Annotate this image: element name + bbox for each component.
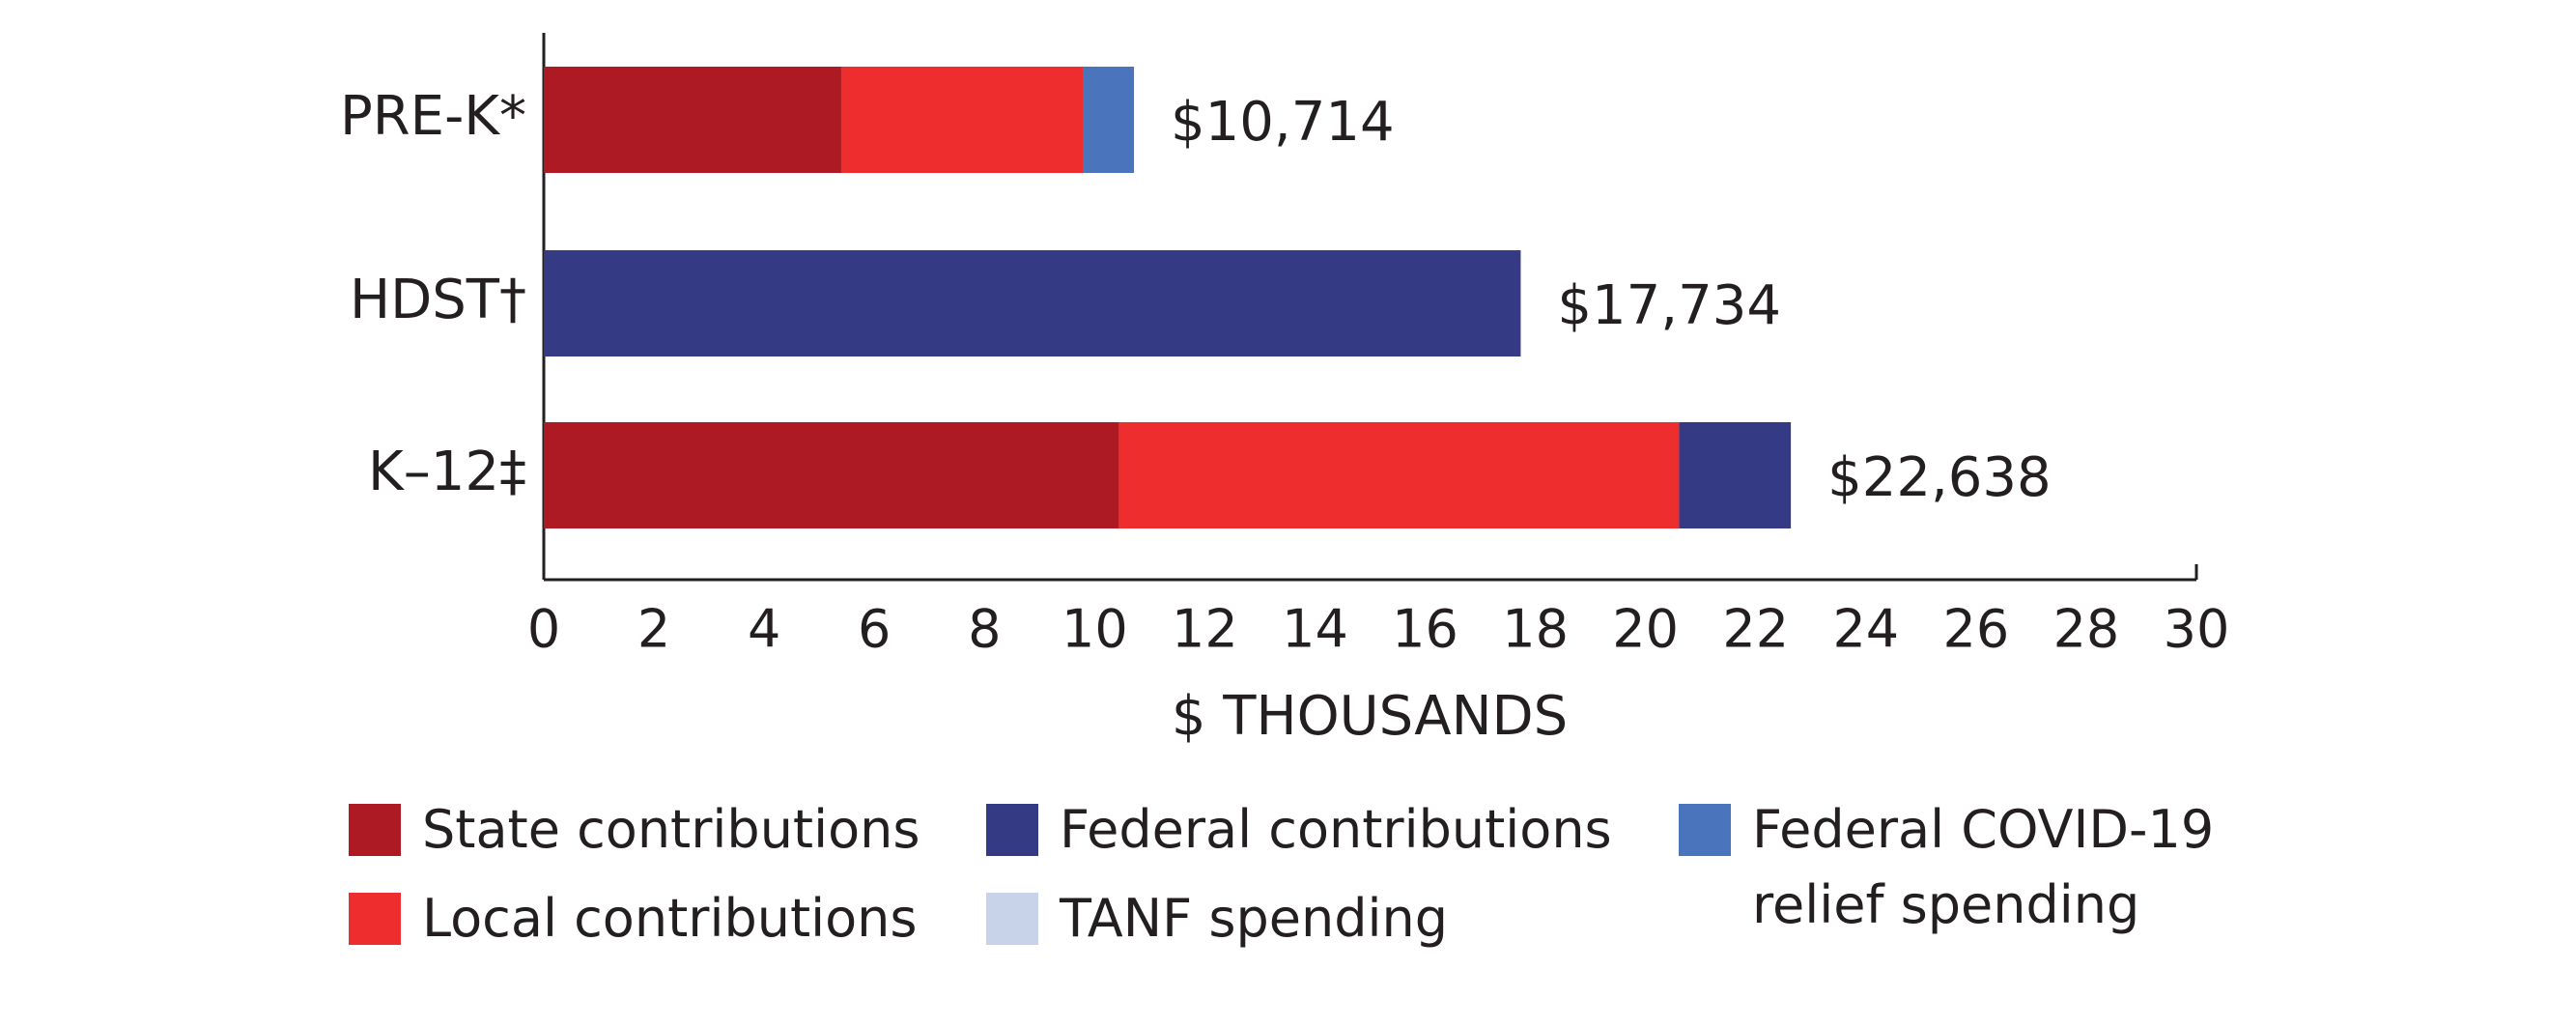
legend-swatch bbox=[986, 804, 1038, 856]
x-tick-label: 14 bbox=[1282, 599, 1348, 660]
x-tick-label: 2 bbox=[637, 599, 670, 660]
legend-swatch bbox=[1679, 804, 1731, 856]
legend-item: Federal COVID-19 relief spending bbox=[1679, 792, 2278, 943]
x-tick-label: 4 bbox=[748, 599, 780, 660]
x-tick-label: 26 bbox=[1943, 599, 2010, 660]
x-tick-label: 6 bbox=[858, 599, 891, 660]
x-tick-label: 30 bbox=[2164, 599, 2230, 660]
x-tick-label: 10 bbox=[1062, 599, 1128, 660]
bar-segment bbox=[840, 67, 1084, 173]
x-tick-label: 28 bbox=[2053, 599, 2120, 660]
legend-item: Local contributions bbox=[349, 881, 928, 956]
x-tick-label: 20 bbox=[1612, 599, 1679, 660]
legend-label: Federal COVID-19 relief spending bbox=[1752, 799, 2215, 935]
legend-label: Local contributions bbox=[422, 888, 918, 949]
total-label: $10,714 bbox=[1171, 91, 1395, 154]
legend-swatch bbox=[349, 893, 401, 945]
legend-label: State contributions bbox=[422, 799, 920, 860]
y-tick-label: HDST† bbox=[350, 269, 526, 331]
legend-label: TANF spending bbox=[1060, 888, 1448, 949]
x-tick-label: 18 bbox=[1502, 599, 1569, 660]
bar-segment bbox=[544, 250, 1521, 357]
x-tick-label: 8 bbox=[968, 599, 1001, 660]
x-tick-label: 24 bbox=[1832, 599, 1899, 660]
x-tick-label: 16 bbox=[1392, 599, 1458, 660]
y-tick-label: K–12‡ bbox=[368, 441, 526, 503]
legend-label: Federal contributions bbox=[1060, 799, 1612, 860]
x-axis-title: $ THOUSANDS bbox=[1172, 685, 1568, 748]
bar-segment bbox=[1118, 422, 1680, 528]
legend-swatch bbox=[986, 893, 1038, 945]
legend-item: TANF spending bbox=[986, 881, 1624, 956]
total-label: $22,638 bbox=[1827, 446, 2052, 509]
x-tick-label: 22 bbox=[1722, 599, 1789, 660]
total-label: $17,734 bbox=[1557, 274, 1781, 337]
bar-segment bbox=[544, 67, 841, 173]
bar-segment bbox=[1083, 67, 1135, 173]
x-tick-label: 0 bbox=[527, 599, 560, 660]
legend-swatch bbox=[349, 804, 401, 856]
y-tick-label: PRE-K* bbox=[340, 85, 526, 148]
bar-segment bbox=[1679, 422, 1792, 528]
legend-item: State contributions bbox=[349, 792, 928, 868]
x-tick-label: 12 bbox=[1172, 599, 1238, 660]
legend-item: Federal contributions bbox=[986, 792, 1624, 868]
bar-segment bbox=[544, 422, 1119, 528]
